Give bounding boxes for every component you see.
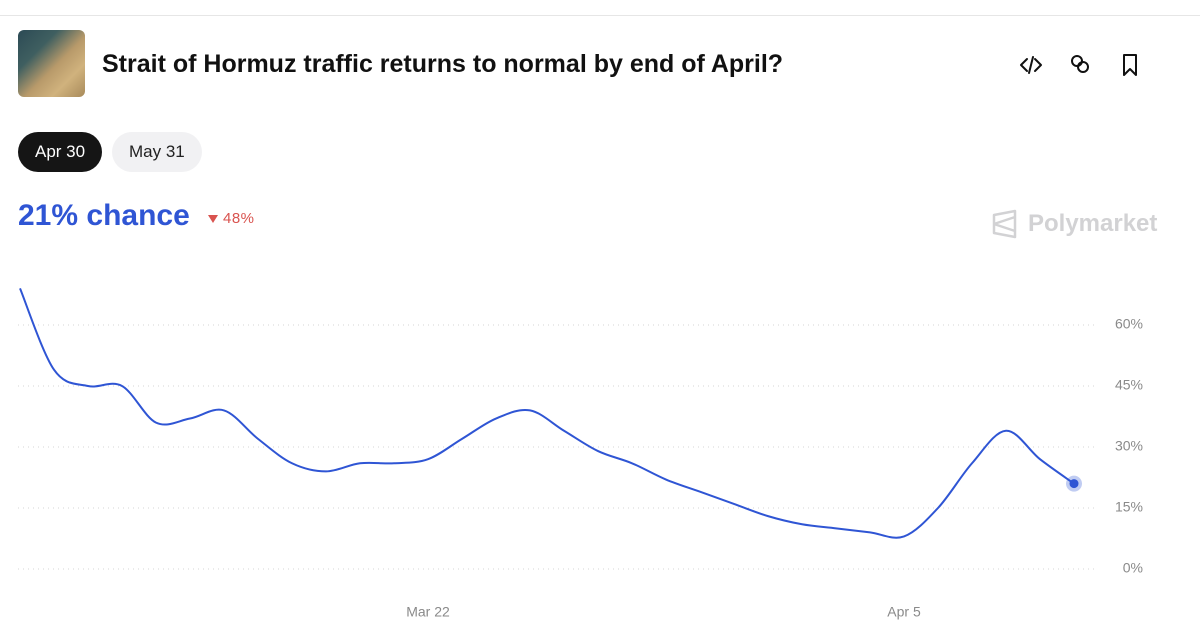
change: 48% (223, 210, 255, 227)
brand: Polymarket (1028, 210, 1158, 237)
y-tick-label: 15% (1115, 499, 1143, 515)
y-tick-label: 30% (1115, 438, 1143, 454)
down-arrow (208, 215, 218, 223)
chance: 21% chance (18, 199, 190, 232)
embed-button[interactable] (1020, 56, 1042, 74)
y-tick-label: 45% (1115, 377, 1143, 393)
market-title: Strait of Hormuz traffic returns to norm… (102, 50, 784, 78)
x-tick-label: Apr 5 (887, 604, 921, 620)
market-image (18, 30, 85, 97)
y-tick-label: 60% (1115, 316, 1143, 332)
brand-logo (992, 209, 1017, 239)
x-tick-label: Mar 22 (406, 604, 450, 620)
link-button[interactable] (1070, 54, 1090, 74)
divider (0, 15, 1200, 16)
bookmark-button[interactable] (1123, 54, 1137, 76)
date-tab[interactable]: May 31 (112, 132, 202, 172)
y-tick-label: 0% (1123, 560, 1143, 576)
date-tab[interactable]: Apr 30 (18, 132, 103, 172)
action-icons (1020, 54, 1137, 76)
price-line (19, 288, 1075, 539)
end-point (1069, 479, 1079, 489)
